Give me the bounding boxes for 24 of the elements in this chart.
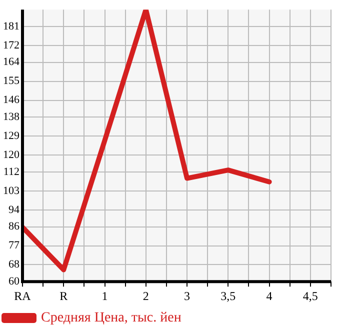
x-tick-label: 3 xyxy=(184,288,190,303)
x-tick-label: 1 xyxy=(102,288,108,303)
y-tick-label: 60 xyxy=(8,275,20,288)
legend-label: Средняя Цена, тыс. йен xyxy=(41,310,182,326)
y-tick-label: 181 xyxy=(3,20,20,32)
y-tick-label: 138 xyxy=(3,111,20,124)
y-tick-label: 164 xyxy=(3,56,20,68)
y-tick-label: 94 xyxy=(8,204,20,216)
y-tick-label: 172 xyxy=(3,39,20,52)
x-tick-label: RA xyxy=(14,288,32,303)
x-tick-label: R xyxy=(60,288,68,303)
y-tick-label: 120 xyxy=(3,148,20,161)
x-tick-label: 4,5 xyxy=(302,288,318,303)
y-tick-label: 155 xyxy=(3,75,20,88)
y-tick-label: 103 xyxy=(3,184,20,197)
y-tick-label: 77 xyxy=(8,240,20,252)
y-tick-label: 112 xyxy=(3,166,20,178)
y-tick-label: 68 xyxy=(8,258,20,271)
y-tick-label: 86 xyxy=(8,220,20,233)
x-tick-label: 2 xyxy=(142,288,149,303)
y-tick-label: 146 xyxy=(3,94,20,106)
x-tick-label: 3,5 xyxy=(220,288,236,303)
y-tick-label: 129 xyxy=(3,130,20,142)
x-tick-label: 4 xyxy=(266,288,272,303)
